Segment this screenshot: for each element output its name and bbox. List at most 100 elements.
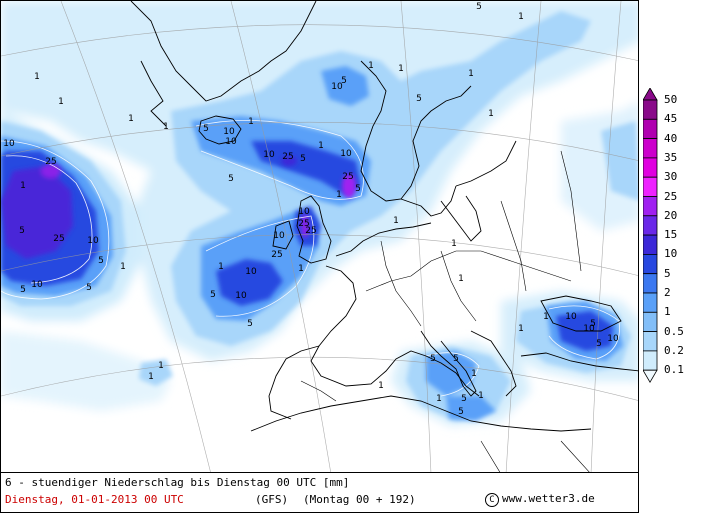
contour-label: 5 <box>341 76 347 86</box>
legend-swatch <box>643 350 658 371</box>
contour-label: 5 <box>19 226 25 236</box>
legend-colorbar <box>643 88 658 383</box>
legend-swatch <box>643 234 658 255</box>
contour-label: 1 <box>58 97 64 107</box>
contour-label: 1 <box>163 122 169 132</box>
contour-label: 10 <box>583 324 595 334</box>
contour-label: 5 <box>228 174 234 184</box>
legend-level-label: 0.1 <box>664 363 684 377</box>
contour-label: 10 <box>263 150 275 160</box>
contour-label: 25 <box>45 157 56 167</box>
contour-label: 5 <box>458 407 464 417</box>
contour-label: 10 <box>3 139 15 149</box>
legend-level-label: 40 <box>664 131 678 145</box>
contour-label: 1 <box>518 324 524 334</box>
precipitation-legend: 50 45 40 35 30 25 20 15 10 5 2 1 0.5 0.2 0.1 <box>643 88 703 393</box>
contour-label: 1 <box>148 372 154 382</box>
valid-date: Dienstag, 01-01-2013 00 UTC <box>5 493 184 506</box>
legend-swatch <box>643 196 658 217</box>
contour-label: 5 <box>355 184 361 194</box>
legend-level-label: 0.2 <box>664 343 684 357</box>
contour-label: 10 <box>87 236 99 246</box>
contour-label: 1 <box>478 391 484 401</box>
contour-label: 10 <box>340 149 352 159</box>
contour-label: 10 <box>245 267 257 277</box>
contour-label: 1 <box>398 64 404 74</box>
contour-label: 25 <box>271 250 282 260</box>
legend-level-label: 2 <box>664 286 671 299</box>
model-name: (GFS) <box>255 493 289 506</box>
contour-label: 1 <box>34 72 40 82</box>
contour-label: 5 <box>247 319 253 329</box>
contour-label: 10 <box>31 280 43 290</box>
legend-swatch <box>643 157 658 178</box>
legend-arrow-bottom <box>643 369 658 383</box>
contour-label: 1 <box>468 69 474 79</box>
legend-level-label: 30 <box>664 170 678 184</box>
contour-label: 5 <box>453 354 459 364</box>
legend-level-label: 1 <box>664 305 671 319</box>
contour-label: 5 <box>86 283 92 293</box>
legend-swatch <box>643 138 658 159</box>
contour-label: 10 <box>225 137 237 147</box>
contour-label: 10 <box>565 312 577 322</box>
contour-label: 5 <box>20 285 26 295</box>
contour-label: 1 <box>318 141 324 151</box>
contour-label: 1 <box>436 394 442 404</box>
contour-label: 5 <box>461 394 467 404</box>
contour-label: 5 <box>590 319 596 329</box>
legend-level-label: 25 <box>664 189 678 203</box>
contour-label: 1 <box>368 61 374 71</box>
contour-label: 10 <box>298 207 310 217</box>
legend-swatch <box>643 331 658 352</box>
run-info: (Montag 00 + 192) <box>303 493 416 506</box>
contour-label: 1 <box>393 216 399 226</box>
contour-label: 10 <box>607 334 619 344</box>
contour-label: 10 <box>273 231 285 241</box>
legend-level-label: 50 <box>664 93 678 106</box>
legend-level-label: 45 <box>664 112 678 126</box>
contour-label: 10 <box>223 127 235 137</box>
precip-layer-25mm <box>1 156 356 259</box>
contour-label: 25 <box>298 219 309 229</box>
contour-label: 5 <box>98 256 104 266</box>
legend-level-label: 10 <box>664 247 678 261</box>
map-title: 6 - stuendiger Niederschlag bis Dienstag… <box>5 476 350 489</box>
contour-label: 1 <box>298 264 304 274</box>
contour-label: 1 <box>488 109 494 119</box>
map-footer: 6 - stuendiger Niederschlag bis Dienstag… <box>0 473 639 513</box>
contour-label: 1 <box>458 274 464 284</box>
contour-label: 1 <box>158 361 164 371</box>
contour-label: 1 <box>378 381 384 391</box>
contour-label: 5 <box>430 354 436 364</box>
contour-label: 1 <box>451 239 457 249</box>
contour-label: 5 <box>596 339 602 349</box>
legend-level-label: 5 <box>664 266 671 280</box>
contour-label: 5 <box>416 94 422 104</box>
contour-label: 25 <box>342 172 353 182</box>
graticule <box>1 1 638 472</box>
copyright-icon: C <box>485 493 499 507</box>
contour-label: 25 <box>305 226 316 236</box>
legend-swatch <box>643 273 658 294</box>
legend-level-label: 35 <box>664 150 678 164</box>
legend-arrow-top <box>643 88 658 101</box>
contour-label: 25 <box>53 234 64 244</box>
legend-swatch <box>643 215 658 236</box>
contour-label: 25 <box>282 152 293 162</box>
contour-label: 1 <box>128 114 134 124</box>
legend-swatch <box>643 118 658 139</box>
credit-link[interactable]: www.wetter3.de <box>502 492 595 505</box>
legend-swatch <box>643 311 658 333</box>
contour-label: 1 <box>120 262 126 272</box>
contour-lines <box>1 119 620 397</box>
contour-label: 5 <box>476 2 482 12</box>
legend-level-label: 15 <box>664 228 678 242</box>
contour-label: 1 <box>248 117 254 127</box>
contour-label: 1 <box>218 262 224 272</box>
contour-label: 5 <box>300 154 306 164</box>
legend-swatch <box>643 176 658 197</box>
